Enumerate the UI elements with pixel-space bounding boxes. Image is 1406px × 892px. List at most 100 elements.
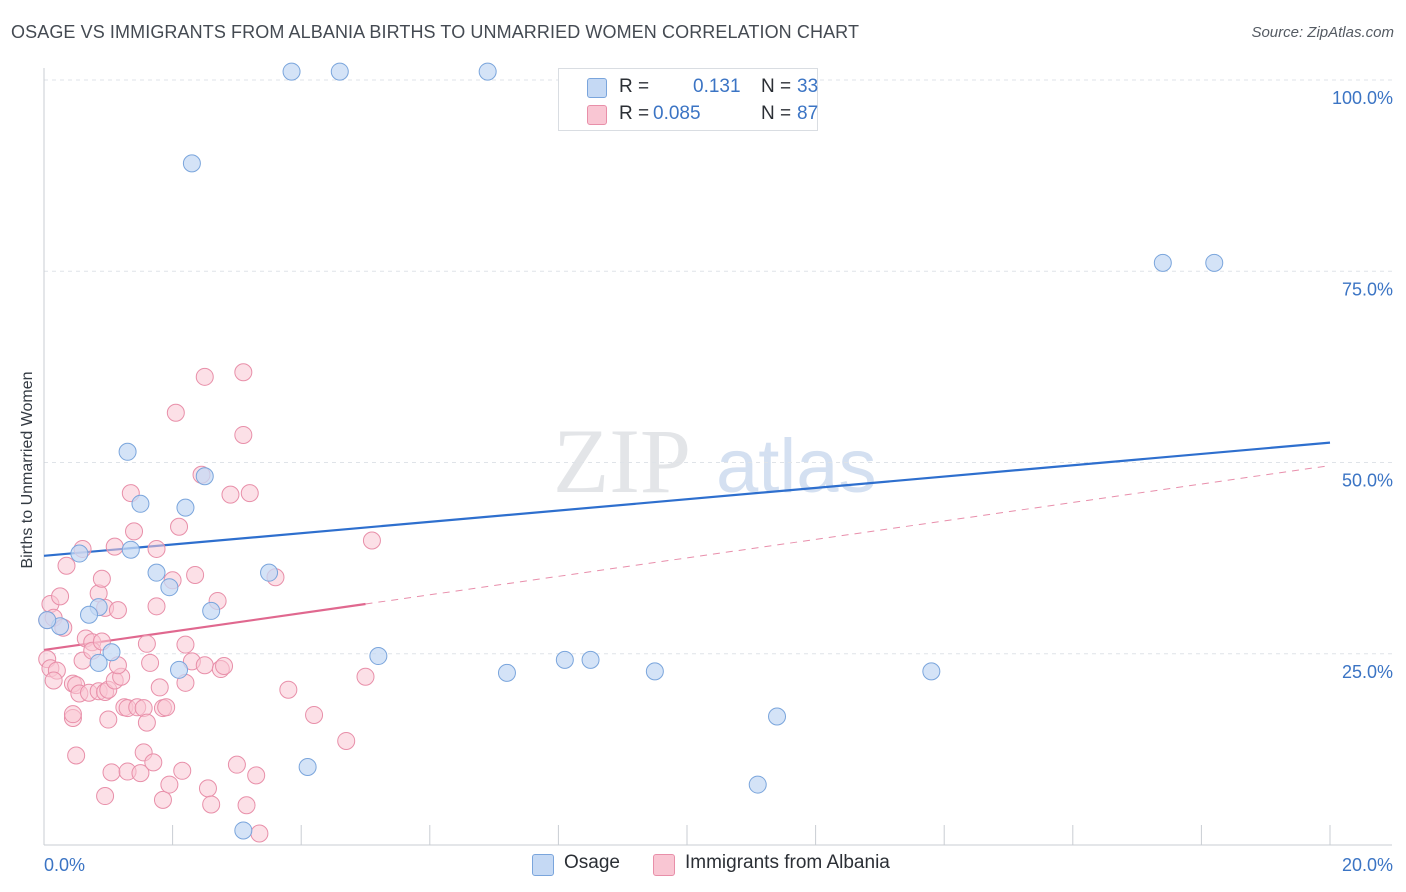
point-albania [141, 653, 160, 672]
point-albania [198, 779, 217, 798]
point-albania [63, 705, 82, 724]
point-albania [362, 531, 381, 550]
point-albania [234, 425, 253, 444]
point-albania [44, 671, 63, 690]
point-osage [369, 647, 388, 666]
point-albania [51, 587, 70, 606]
watermark: ZIP atlas [553, 410, 877, 512]
y-tick-label: 25.0% [1342, 662, 1393, 682]
point-albania [170, 517, 189, 536]
legend-r-value: 0.131 [693, 76, 741, 97]
legend-swatch-osage [587, 78, 607, 98]
watermark-atlas: atlas [716, 424, 877, 509]
point-albania [147, 539, 166, 558]
point-osage [260, 563, 279, 582]
point-albania [105, 537, 124, 556]
axes [43, 68, 1392, 846]
point-albania [237, 796, 256, 815]
point-osage [176, 498, 195, 517]
legend-n-label: N = [761, 103, 792, 124]
point-osage [234, 821, 253, 840]
point-albania [240, 484, 259, 503]
trendline-albania-extension [365, 465, 1331, 605]
point-albania [147, 597, 166, 616]
legend-swatch-albania [587, 105, 607, 125]
point-albania [134, 699, 153, 718]
point-albania [137, 634, 156, 653]
point-albania [57, 556, 76, 575]
point-osage [298, 757, 317, 776]
point-albania [234, 363, 253, 382]
points [38, 62, 1224, 843]
legend-n-label: N = [761, 76, 792, 97]
point-albania [67, 746, 86, 765]
x-tick-label: 0.0% [44, 855, 85, 875]
legend-label-osage: Osage [564, 852, 620, 873]
correlation-legend: R = 0.131 N = 33 R = 0.085 N = 87 [558, 68, 818, 131]
point-osage [645, 662, 664, 681]
point-albania [173, 761, 192, 780]
point-albania [157, 698, 176, 717]
point-osage [555, 650, 574, 669]
point-albania [186, 565, 205, 584]
point-albania [153, 790, 172, 809]
point-albania [160, 775, 179, 794]
point-albania [227, 755, 246, 774]
point-albania [305, 705, 324, 724]
point-osage [131, 494, 150, 513]
point-osage [195, 467, 214, 486]
point-osage [202, 601, 221, 620]
point-albania [337, 731, 356, 750]
point-albania [250, 824, 269, 843]
legend-r-label: R = [619, 76, 650, 97]
point-osage [1153, 253, 1172, 272]
point-osage [922, 662, 941, 681]
point-albania [137, 713, 156, 732]
point-albania [150, 678, 169, 697]
point-albania [92, 569, 111, 588]
point-albania [144, 753, 163, 772]
chart-title: OSAGE VS IMMIGRANTS FROM ALBANIA BIRTHS … [11, 22, 860, 42]
point-albania [279, 680, 298, 699]
point-osage [121, 540, 140, 559]
point-osage [160, 578, 179, 597]
point-albania [108, 601, 127, 620]
point-albania [131, 764, 150, 783]
point-osage [182, 154, 201, 173]
point-albania [195, 656, 214, 675]
watermark-zip: ZIP [553, 410, 691, 512]
point-albania [102, 763, 121, 782]
point-osage [102, 643, 121, 662]
point-albania [215, 656, 234, 675]
point-osage [170, 660, 189, 679]
legend-swatch-albania [653, 854, 675, 876]
point-osage [748, 775, 767, 794]
legend-n-value: 33 [797, 76, 819, 97]
point-albania [202, 795, 221, 814]
source-label: Source: ZipAtlas.com [1251, 24, 1394, 41]
legend-r-label: R = [619, 103, 650, 124]
point-osage [768, 707, 787, 726]
point-albania [221, 485, 240, 504]
point-osage [38, 611, 57, 630]
legend-swatch-osage [532, 854, 554, 876]
y-tick-label: 75.0% [1342, 279, 1393, 299]
y-tick-label: 100.0% [1332, 88, 1393, 108]
point-osage [282, 62, 301, 81]
point-osage [581, 650, 600, 669]
point-osage [70, 544, 89, 563]
trendline-osage [43, 441, 1331, 557]
point-albania [247, 766, 266, 785]
legend-label-albania: Immigrants from Albania [685, 852, 890, 873]
point-albania [96, 787, 115, 806]
point-osage [80, 605, 99, 624]
point-albania [99, 710, 118, 729]
point-osage [1205, 253, 1224, 272]
x-tick-label: 20.0% [1342, 855, 1393, 875]
point-albania [125, 522, 144, 541]
point-albania [195, 367, 214, 386]
y-tick-label: 50.0% [1342, 471, 1393, 491]
legend-r-value: 0.085 [653, 103, 701, 124]
point-osage [118, 442, 137, 461]
